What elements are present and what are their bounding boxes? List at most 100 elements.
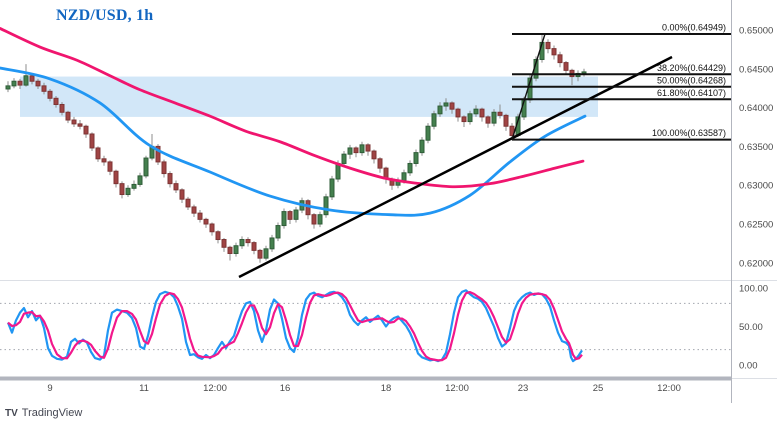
candle-body: [71, 119, 77, 125]
candle-body: [137, 175, 143, 185]
candle-body: [551, 48, 557, 56]
price-axis-label: 0.62500: [739, 220, 773, 231]
moving-average-fast: [0, 66, 587, 217]
tradingview-watermark: TV TradingView: [5, 407, 82, 419]
candle-body: [179, 189, 185, 200]
candle-body: [59, 103, 65, 113]
candle-body: [323, 196, 329, 216]
candle-body: [119, 183, 125, 196]
time-axis-label: 16: [280, 383, 291, 394]
candle-body: [227, 246, 233, 254]
candle-body: [377, 158, 383, 169]
candle-body: [209, 223, 215, 233]
candle-body: [419, 139, 425, 154]
candle-body: [221, 239, 227, 248]
candle-body: [365, 144, 371, 152]
candle-body: [125, 187, 131, 196]
candle-body: [413, 152, 419, 164]
candle-body: [341, 153, 347, 164]
symbol-title: NZD/USD, 1h: [56, 7, 154, 24]
fib-level-label: 100.00%(0.63587): [652, 128, 726, 138]
candle-body: [329, 178, 335, 198]
candle-body: [89, 133, 95, 149]
candle-body: [509, 125, 515, 137]
candle-body: [155, 145, 161, 163]
candle-body: [185, 198, 191, 208]
candle-body: [467, 113, 473, 123]
candle-body: [473, 108, 479, 115]
candle-body: [371, 150, 377, 160]
candle-body: [437, 105, 443, 115]
candle-body: [347, 147, 353, 155]
candle-body: [5, 85, 11, 90]
candle-body: [581, 71, 587, 74]
stoch-axis-label: 100.00: [739, 284, 768, 295]
candle-body: [131, 183, 137, 189]
candle-body: [425, 125, 431, 141]
time-axis-label: 12:00: [203, 383, 227, 394]
fib-level-label: 61.80%(0.64107): [657, 88, 726, 98]
price-axis-label: 0.64500: [739, 64, 773, 75]
candle-body: [107, 161, 113, 172]
candle-body: [353, 147, 359, 154]
stoch-d-line: [7, 291, 583, 362]
price-axis-label: 0.63000: [739, 181, 773, 192]
stoch-axis-label: 50.00: [739, 322, 763, 333]
candle-body: [17, 80, 23, 86]
candle-body: [443, 102, 449, 107]
time-axis-label: 18: [381, 383, 392, 394]
candle-body: [239, 239, 245, 247]
candle-body: [215, 231, 221, 241]
candle-body: [191, 206, 197, 214]
candle-body: [53, 97, 59, 105]
support-resistance-zone: [20, 76, 598, 117]
candle-body: [491, 111, 497, 124]
moving-average-slow: [0, 27, 585, 189]
candle-body: [41, 85, 47, 92]
candle-body: [401, 172, 407, 182]
candle-body: [167, 173, 173, 185]
candle-body: [29, 75, 35, 82]
candle-body: [83, 125, 89, 135]
candle-body: [449, 102, 455, 110]
candle-body: [113, 170, 119, 185]
candle-body: [317, 214, 323, 225]
candle-body: [251, 242, 257, 251]
candle-body: [461, 116, 467, 123]
price-axis-label: 0.63500: [739, 142, 773, 153]
price-axis-label: 0.65000: [739, 26, 773, 37]
candle-body: [101, 158, 107, 163]
candle-body: [161, 161, 167, 175]
tradingview-brand-label: TradingView: [21, 407, 83, 419]
candle-body: [311, 214, 317, 225]
candle-body: [431, 113, 437, 127]
candle-body: [257, 249, 263, 259]
candle-body: [557, 54, 563, 64]
fib-level-label: 38.20%(0.64429): [657, 63, 726, 73]
stoch-axis-label: 0.00: [739, 361, 758, 372]
candle-body: [545, 41, 551, 50]
candle-body: [479, 108, 485, 118]
candle-body: [407, 162, 413, 174]
candle-body: [47, 90, 53, 99]
candle-body: [65, 111, 71, 121]
candle-body: [233, 245, 239, 254]
fib-level-label: 0.00%(0.64949): [662, 22, 726, 32]
candle-body: [455, 108, 461, 118]
candle-body: [35, 80, 41, 87]
fib-level-label: 50.00%(0.64268): [657, 75, 726, 85]
tradingview-logo-icon: TV: [5, 407, 18, 419]
candle-body: [143, 157, 149, 177]
candle-body: [11, 80, 17, 87]
candle-body: [23, 75, 29, 86]
candle-body: [287, 211, 293, 220]
candle-body: [485, 116, 491, 124]
candle-body: [203, 218, 209, 225]
candle-body: [503, 114, 509, 127]
candle-body: [293, 209, 299, 220]
candle-body: [95, 147, 101, 160]
time-axis-label: 12:00: [657, 383, 681, 394]
time-axis-label: 25: [593, 383, 604, 394]
